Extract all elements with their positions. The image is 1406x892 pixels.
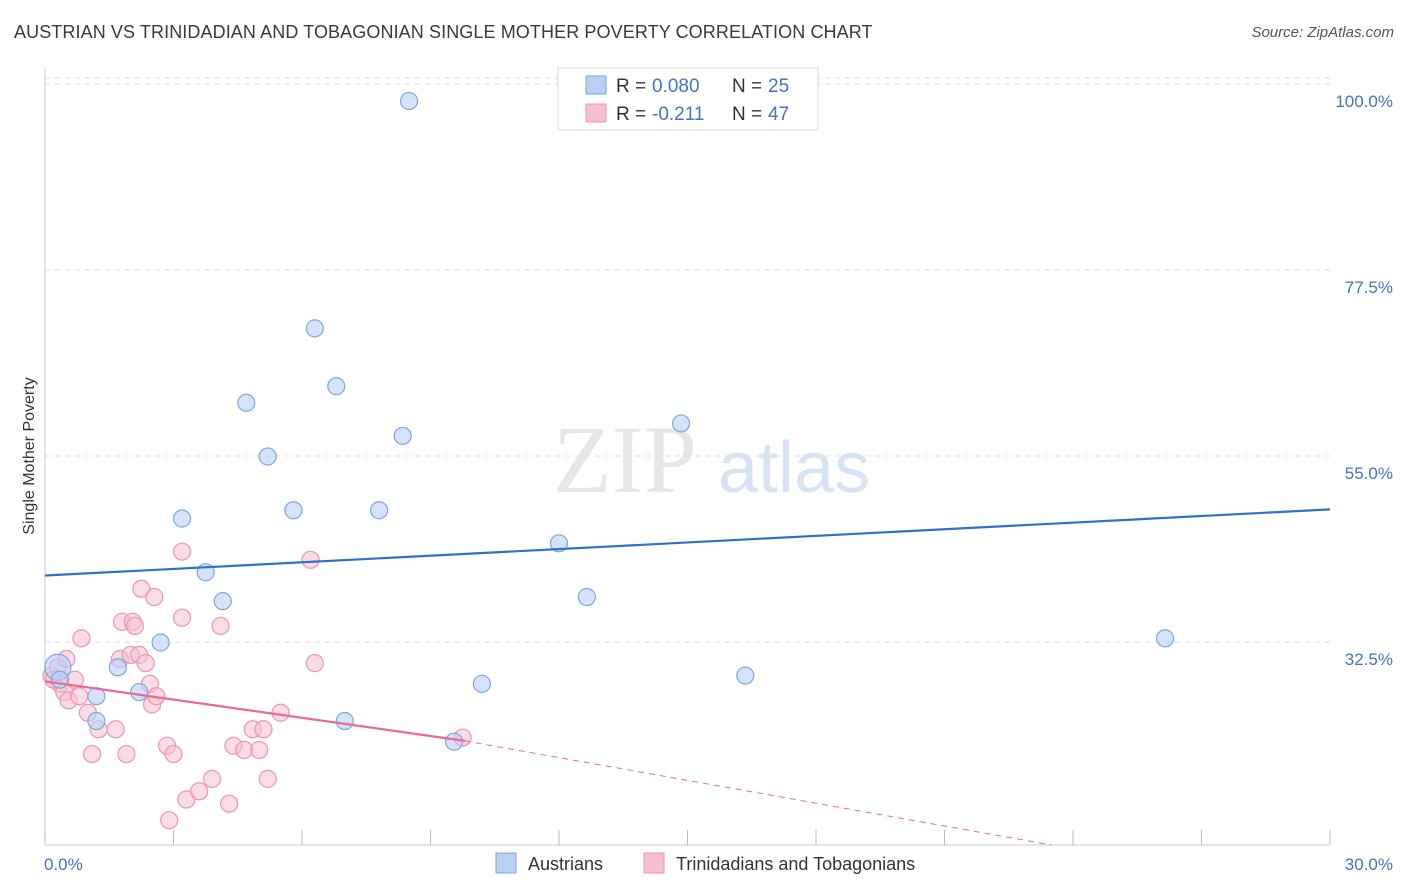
point-trinidadians-41 <box>258 769 277 788</box>
trend-trinidadians-extension <box>464 740 1052 846</box>
point-trinidadians-24 <box>145 587 164 607</box>
x-tick-labels: 0.0% 30.0% <box>44 855 1393 874</box>
y-tick-label-0: 32.5% <box>1345 650 1393 669</box>
point-trinidadians-35 <box>220 794 239 813</box>
point-trinidadians-12 <box>106 720 125 739</box>
chart-title: AUSTRIAN VS TRINIDADIAN AND TOBAGONIAN S… <box>14 22 873 42</box>
point-austrians-14 <box>335 711 354 731</box>
point-trinidadians-31 <box>177 790 196 809</box>
point-trinidadians-30 <box>172 608 192 627</box>
legend-swatch-austrians <box>585 75 607 95</box>
y-tick-label-2: 77.5% <box>1345 278 1393 297</box>
point-austrians-15 <box>327 377 346 396</box>
legend-swatch-trinidadians <box>585 103 607 123</box>
point-austrians-24 <box>736 666 755 685</box>
legend-r-label-1: R = <box>616 76 646 97</box>
legend-n-label-1: N = <box>732 76 762 97</box>
point-austrians-7 <box>172 509 192 528</box>
point-austrians-25 <box>1155 629 1175 648</box>
grid-lines <box>45 77 1330 643</box>
top-legend: R = 0.080 N = 25 R = -0.211 N = 47 <box>557 67 819 131</box>
trend-austrians <box>44 508 1331 577</box>
point-trinidadians-7 <box>70 687 89 706</box>
point-trinidadians-10 <box>83 744 102 764</box>
point-austrians-22 <box>577 587 596 607</box>
point-austrians-17 <box>393 426 412 445</box>
point-austrians-1 <box>50 670 70 689</box>
point-austrians-9 <box>213 592 232 611</box>
point-austrians-6 <box>151 633 170 652</box>
point-trinidadians-29 <box>172 542 192 561</box>
trend-lines <box>44 508 1331 846</box>
point-trinidadians-42 <box>271 703 290 722</box>
point-austrians-13 <box>305 319 324 338</box>
point-trinidadians-43 <box>301 550 320 569</box>
point-austrians-21 <box>549 534 569 553</box>
y-axis-label: Single Mother Poverty <box>21 377 38 534</box>
bottom-legend-swatch-trinidadians <box>643 852 665 874</box>
y-tick-labels: 32.5% 55.0% 77.5% 100.0% <box>1335 92 1393 669</box>
point-trinidadians-44 <box>305 654 324 673</box>
point-austrians-11 <box>258 447 277 466</box>
point-trinidadians-39 <box>250 740 269 760</box>
bottom-legend-swatch-austrians <box>495 852 517 874</box>
point-trinidadians-15 <box>117 744 136 764</box>
point-trinidadians-18 <box>125 616 145 636</box>
watermark-atlas: atlas <box>718 428 870 508</box>
point-austrians-20 <box>472 674 491 693</box>
point-austrians-10 <box>237 393 256 412</box>
bottom-legend-trinidadians: Trinidadians and Tobagonians <box>676 854 915 874</box>
chart-source: Source: ZipAtlas.com <box>1251 24 1394 41</box>
bottom-legend: Austrians Trinidadians and Tobagonians <box>495 852 915 874</box>
point-austrians-16 <box>370 501 389 520</box>
point-trinidadians-34 <box>211 616 230 636</box>
point-austrians-23 <box>671 414 691 433</box>
y-tick-label-3: 100.0% <box>1335 92 1393 111</box>
point-trinidadians-8 <box>72 629 91 648</box>
point-austrians-12 <box>284 501 303 520</box>
series-trinidadians-points <box>42 542 472 830</box>
point-austrians-4 <box>108 658 127 677</box>
point-austrians-2 <box>87 711 106 731</box>
y-tick-label-1: 55.0% <box>1345 464 1393 483</box>
legend-r-label-2: R = <box>616 104 646 125</box>
point-austrians-19 <box>444 732 464 751</box>
point-austrians-18 <box>399 91 419 111</box>
point-austrians-5 <box>130 682 149 702</box>
x-tick-label-1: 30.0% <box>1345 855 1393 874</box>
legend-r-value-1: 0.080 <box>652 76 700 97</box>
point-trinidadians-20 <box>136 654 155 673</box>
point-trinidadians-40 <box>254 720 273 739</box>
point-trinidadians-21 <box>132 579 151 598</box>
point-trinidadians-27 <box>160 811 179 830</box>
legend-n-value-1: 25 <box>768 76 789 97</box>
bottom-legend-austrians: Austrians <box>528 854 603 874</box>
point-trinidadians-33 <box>202 769 222 788</box>
x-tick-label-0: 0.0% <box>44 855 83 874</box>
legend-r-value-2: -0.211 <box>652 104 704 125</box>
point-trinidadians-32 <box>190 782 209 801</box>
trend-trinidadians <box>44 680 465 742</box>
point-trinidadians-28 <box>164 744 183 764</box>
axes <box>44 68 1331 846</box>
legend-n-label-2: N = <box>732 104 762 125</box>
legend-n-value-2: 47 <box>768 104 789 125</box>
